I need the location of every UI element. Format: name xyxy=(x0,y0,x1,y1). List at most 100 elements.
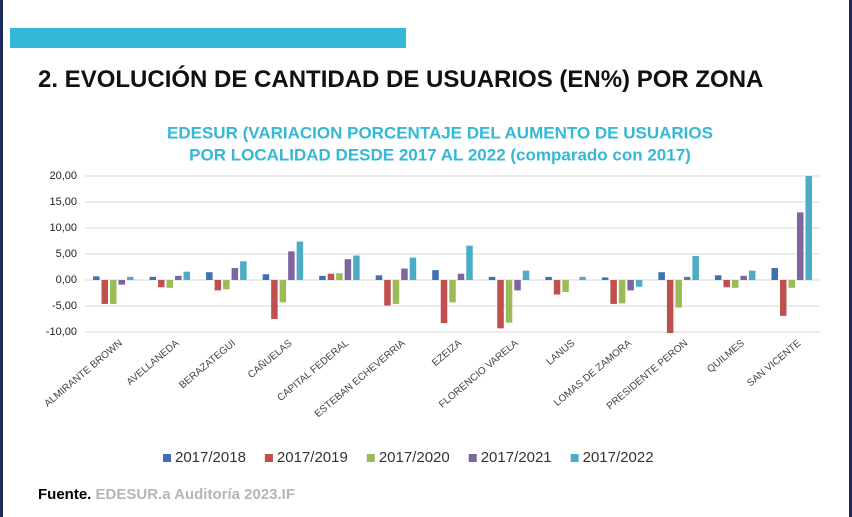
legend-label: 2017/2019 xyxy=(277,449,348,466)
x-tick-label: ESTEBAN ECHEVERRIA xyxy=(313,338,408,420)
bar xyxy=(579,276,586,280)
legend-label: 2017/2020 xyxy=(379,449,450,466)
x-tick-label: AVELLANEDA xyxy=(125,338,182,388)
bar xyxy=(692,256,699,280)
y-tick-label: 0,00 xyxy=(56,274,77,286)
bar xyxy=(545,276,552,280)
bar xyxy=(240,261,247,280)
bar xyxy=(101,280,109,304)
source-text: EDESUR.a Auditoría 2023.IF xyxy=(95,486,296,503)
bar xyxy=(432,270,439,280)
bar xyxy=(262,274,270,280)
y-tick-label: 20,00 xyxy=(49,170,77,182)
bar xyxy=(740,275,747,280)
bar xyxy=(206,272,213,280)
bar xyxy=(336,273,343,280)
bar xyxy=(522,270,530,280)
bar xyxy=(375,275,383,280)
bar xyxy=(296,241,304,280)
accent-band xyxy=(10,28,406,48)
bar xyxy=(223,280,230,290)
y-tick-label: 5,00 xyxy=(56,248,77,260)
bar xyxy=(149,276,157,280)
bar xyxy=(214,280,222,291)
legend-swatch xyxy=(570,454,579,462)
bar xyxy=(553,280,561,295)
bar xyxy=(505,280,513,323)
bar xyxy=(723,280,730,288)
bar xyxy=(183,271,191,280)
bar xyxy=(127,276,134,280)
chart-title: POR LOCALIDAD DESDE 2017 AL 2022 (compar… xyxy=(189,145,691,164)
bar xyxy=(353,255,360,280)
bar xyxy=(440,280,448,324)
x-tick-label: BERAZATEGUI xyxy=(177,338,238,391)
bar xyxy=(731,280,739,288)
bar xyxy=(497,280,504,329)
x-tick-label: CAÑUELAS xyxy=(245,336,295,381)
chart-title: EDESUR (VARIACION PORCENTAJE DEL AUMENTO… xyxy=(167,123,713,142)
bar xyxy=(610,280,617,304)
legend-label: 2017/2022 xyxy=(583,449,654,466)
legend-swatch xyxy=(264,454,273,462)
bar xyxy=(779,280,787,316)
x-tick-label: QUILMES xyxy=(705,338,747,376)
bar xyxy=(118,280,126,285)
bar xyxy=(601,277,609,280)
bar xyxy=(466,245,473,280)
bar xyxy=(327,273,335,280)
y-tick-label: -10,00 xyxy=(46,326,77,338)
x-tick-label: EZEIZA xyxy=(430,338,464,369)
bar xyxy=(344,259,352,280)
bar xyxy=(319,275,326,280)
bar xyxy=(658,272,665,280)
bar xyxy=(683,276,691,280)
bar xyxy=(788,280,795,288)
bar xyxy=(93,276,100,280)
legend-swatch xyxy=(468,454,477,462)
bar xyxy=(627,280,634,291)
x-tick-label: SAN VICENTE xyxy=(745,338,803,389)
bar xyxy=(392,280,400,304)
x-tick-label: LANUS xyxy=(545,338,578,368)
y-tick-label: 15,00 xyxy=(49,196,77,208)
y-tick-label: 10,00 xyxy=(49,222,77,234)
bar xyxy=(488,276,496,280)
bar xyxy=(805,176,812,280)
bar xyxy=(166,280,174,288)
bar xyxy=(618,280,626,304)
bar xyxy=(401,268,408,280)
bar xyxy=(748,270,756,280)
legend-swatch xyxy=(366,454,375,462)
bar xyxy=(384,280,391,306)
x-tick-label: ALMIRANTE BROWN xyxy=(42,338,124,410)
legend-label: 2017/2018 xyxy=(175,449,246,466)
legend-swatch xyxy=(163,454,171,462)
bar xyxy=(562,280,569,292)
bar xyxy=(771,268,778,280)
bar xyxy=(175,275,182,280)
bar xyxy=(449,280,456,303)
source-label: Fuente. xyxy=(38,486,92,503)
bar xyxy=(675,280,682,308)
bar xyxy=(288,251,295,280)
bar xyxy=(796,212,804,280)
bar xyxy=(714,275,722,280)
y-tick-label: -5,00 xyxy=(52,300,77,312)
bar xyxy=(409,257,417,280)
bar xyxy=(110,280,117,304)
bar xyxy=(635,280,643,287)
bar xyxy=(158,280,165,288)
bar xyxy=(457,273,465,280)
bar xyxy=(514,280,521,291)
bar xyxy=(231,268,239,280)
bar xyxy=(279,280,287,303)
heading: 2. EVOLUCIÓN DE CANTIDAD DE USUARIOS (EN… xyxy=(38,66,764,93)
bar xyxy=(271,280,278,319)
source: Fuente. EDESUR.a Auditoría 2023.IF xyxy=(38,486,295,503)
bar xyxy=(666,280,674,334)
legend-label: 2017/2021 xyxy=(481,449,552,466)
